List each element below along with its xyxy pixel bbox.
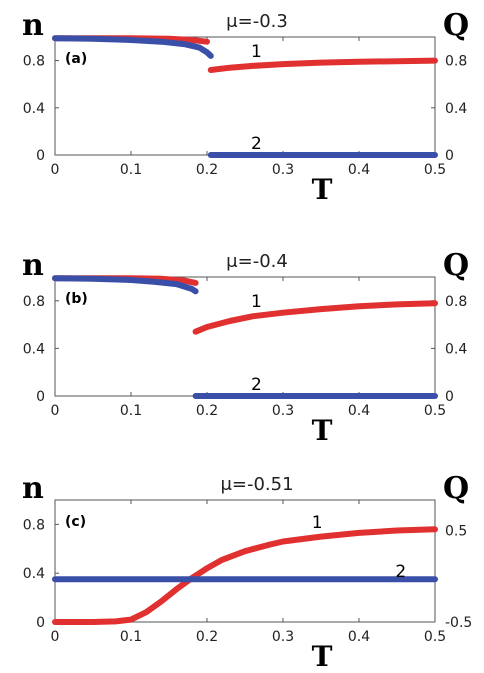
- y-tick-label-right: 0: [445, 389, 454, 405]
- chart-panel-2: 0 0.1 0.2 0.3 0.4 0.500.40.800.40.812(b)μ=-0.…: [22, 248, 469, 447]
- x-tick-label: 0.5: [424, 403, 446, 419]
- y-axis-label-left: n: [22, 248, 44, 283]
- chart-title: μ=-0.4: [226, 251, 288, 272]
- y-axis-label-right: Q: [443, 471, 469, 506]
- y-tick-label-right: 0.4: [445, 101, 467, 117]
- curve-label: 2: [395, 562, 406, 582]
- x-tick-label: 0.1: [120, 403, 142, 419]
- y-tick-label-right: 0.4: [445, 341, 467, 357]
- series-line-1: [192, 300, 438, 335]
- curve-label: 2: [251, 375, 262, 395]
- curve-label: 1: [251, 292, 262, 312]
- y-axis-label-left: n: [22, 8, 44, 43]
- x-tick-label: 0.4: [348, 403, 370, 419]
- x-axis-label: T: [312, 414, 333, 447]
- curve-label: 1: [251, 42, 262, 62]
- y-axis-label-left: n: [22, 471, 44, 506]
- y-axis-label-right: Q: [443, 8, 469, 43]
- chart-title: μ=-0.51: [220, 474, 293, 495]
- x-tick-label: 0.3: [272, 629, 294, 645]
- x-tick-label: 0: [51, 403, 60, 419]
- y-tick-label-left: 0.8: [23, 54, 45, 70]
- y-tick-label-right: 0.5: [445, 524, 467, 540]
- panel-label: (b): [65, 291, 88, 307]
- series-line-1: [52, 526, 438, 625]
- x-tick-label: 0.4: [348, 629, 370, 645]
- plot-frame: [54, 36, 436, 156]
- series-line-2: [52, 35, 214, 59]
- y-tick-label-left: 0.8: [23, 294, 45, 310]
- series-line-2: [52, 275, 199, 295]
- chart-title: μ=-0.3: [226, 11, 288, 32]
- y-tick-label-left: 0.4: [23, 341, 45, 357]
- x-tick-label: 0.3: [272, 403, 294, 419]
- x-tick-label: 0.1: [120, 162, 142, 178]
- curve-label: 2: [251, 134, 262, 154]
- panel-label: (a): [65, 51, 87, 67]
- plot-frame: [54, 276, 436, 397]
- y-axis-label-right: Q: [443, 248, 469, 283]
- x-tick-label: 0.3: [272, 162, 294, 178]
- x-tick-label: 0.2: [196, 162, 218, 178]
- y-tick-label-left: 0: [36, 615, 45, 631]
- y-tick-label-right: 0.8: [445, 54, 467, 70]
- y-tick-label-left: 0: [36, 148, 45, 164]
- y-tick-label-right: 0.8: [445, 294, 467, 310]
- x-tick-label: 0.5: [424, 629, 446, 645]
- y-tick-label-left: 0.8: [23, 517, 45, 533]
- x-tick-label: 0: [51, 629, 60, 645]
- y-tick-label-left: 0.4: [23, 566, 45, 582]
- y-tick-label-left: 0: [36, 389, 45, 405]
- x-tick-label: 0.2: [196, 629, 218, 645]
- x-tick-label: 0: [51, 162, 60, 178]
- series-line-1: [207, 57, 438, 73]
- plot-frame: [54, 499, 436, 623]
- y-tick-label-right: 0: [445, 148, 454, 164]
- x-tick-label: 0.5: [424, 162, 446, 178]
- x-tick-label: 0.4: [348, 162, 370, 178]
- y-tick-label-left: 0.4: [23, 101, 45, 117]
- curve-label: 1: [312, 513, 323, 533]
- panel-label: (c): [65, 514, 86, 530]
- x-tick-label: 0.1: [120, 629, 142, 645]
- x-axis-label: T: [312, 640, 333, 673]
- chart-panel-1: 0 0.1 0.2 0.3 0.4 0.500.40.800.40.812(a)μ=-0.…: [22, 8, 469, 206]
- x-tick-label: 0.2: [196, 403, 218, 419]
- y-tick-label-right: -0.5: [445, 615, 472, 631]
- x-axis-label: T: [312, 173, 333, 206]
- chart-panel-3: 0 0.1 0.2 0.3 0.4 0.500.40.8 0.5-0.512(c)μ=-0.…: [22, 471, 472, 673]
